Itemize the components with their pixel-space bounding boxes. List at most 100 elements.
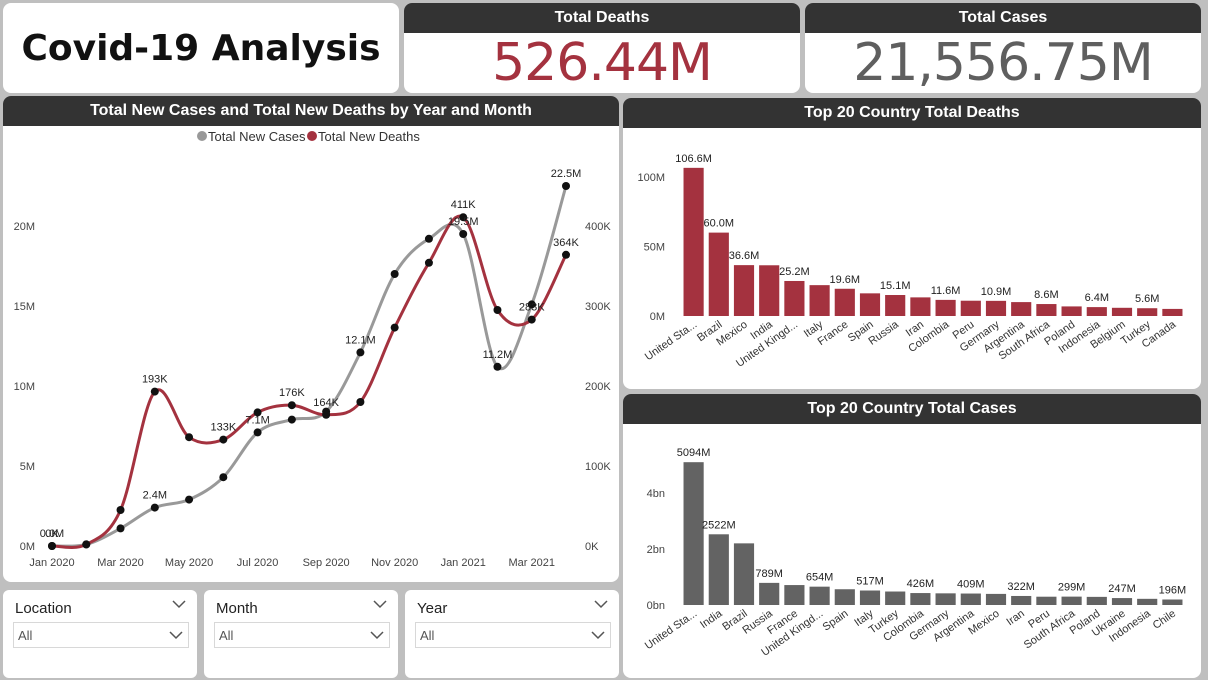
y-right-tick-label: 200K (585, 381, 611, 393)
data-point-deaths (527, 315, 536, 324)
cases-bar-data-label: 789M (755, 568, 783, 580)
legend-label-0: Total New Cases (208, 129, 306, 144)
cases-y-tick-label: 0bn (647, 600, 665, 612)
cases-bar (708, 534, 729, 605)
y-right-tick-label: 0K (585, 541, 599, 553)
y-left-tick-label: 15M (14, 301, 35, 313)
slicer-year-label: Year (417, 600, 448, 617)
data-point-cases (356, 348, 365, 357)
data-point-cases (150, 503, 159, 512)
chevron-down-icon[interactable] (593, 598, 609, 610)
cases-bar (885, 591, 906, 605)
deaths-bar (733, 265, 755, 316)
x-tick-label: Mar 2021 (508, 557, 554, 569)
data-point-deaths (356, 398, 365, 406)
chevron-down-icon (591, 631, 605, 640)
y-right-tick-label: 300K (585, 301, 611, 313)
kpi-cases-value: 21,556.75M (853, 33, 1154, 93)
kpi-card-total-cases[interactable]: Total Cases 21,556.75M (805, 3, 1201, 93)
deaths-bar (759, 265, 780, 316)
line-chart[interactable]: Total New Cases Total New Deaths 0M 5M 10M 15… (3, 126, 619, 582)
cases-bar-data-label: 409M (957, 579, 985, 591)
dashboard-title: Covid-19 Analysis (21, 27, 381, 69)
cases-bar-chart-card[interactable]: Top 20 Country Total Cases 0bn 2bn 4bn 5094… (623, 394, 1201, 678)
cases-bar-data-label: 247M (1108, 583, 1136, 595)
y-left-tick-label: 0M (20, 541, 35, 553)
deaths-bar (1036, 304, 1057, 316)
data-point-cases (185, 495, 194, 504)
deaths-bar (834, 288, 855, 316)
cases-bar (759, 582, 780, 605)
cases-bar-data-label: 2522M (702, 519, 736, 531)
x-tick-label: May 2020 (165, 557, 213, 569)
cases-category-label: Iran (1004, 608, 1026, 629)
cases-bar-data-label: 654M (806, 572, 834, 584)
line-chart-card[interactable]: Total New Cases and Total New Deaths by … (3, 96, 619, 582)
line-chart-title: Total New Cases and Total New Deaths by … (3, 96, 619, 126)
data-point-deaths (219, 435, 228, 444)
slicer-month[interactable]: Month All (204, 590, 398, 678)
data-point-cases (562, 182, 570, 190)
y-right-tick-label: 100K (585, 461, 611, 473)
data-label-cases: 0.0M (40, 528, 64, 540)
deaths-category-label: United Sta... (643, 319, 699, 364)
data-point-deaths (493, 306, 502, 314)
x-tick-label: Mar 2020 (97, 557, 143, 569)
x-tick-label: Jan 2020 (29, 557, 74, 569)
deaths-bar (985, 300, 1007, 316)
deaths-bar-data-label: 15.1M (880, 280, 911, 292)
deaths-bar (910, 297, 931, 316)
kpi-deaths-value: 526.44M (492, 33, 713, 93)
x-tick-label: Nov 2020 (371, 557, 418, 569)
data-point-cases (116, 524, 125, 533)
deaths-bar (809, 285, 830, 316)
data-point-cases (253, 428, 262, 437)
slicer-month-dropdown[interactable]: All (214, 622, 390, 648)
kpi-card-total-deaths[interactable]: Total Deaths 526.44M (404, 3, 800, 93)
cases-bar (1137, 598, 1158, 605)
slicer-location-dropdown[interactable]: All (13, 622, 189, 648)
title-card: Covid-19 Analysis (3, 3, 399, 93)
deaths-bar (1162, 308, 1183, 316)
deaths-bar-chart-card[interactable]: Top 20 Country Total Deaths 0M 50M 100M 106… (623, 98, 1201, 389)
legend-label-1: Total New Deaths (318, 129, 420, 144)
series-line-cases (51, 185, 568, 548)
chevron-down-icon[interactable] (372, 598, 388, 610)
slicer-year[interactable]: Year All (405, 590, 619, 678)
series-line-deaths (51, 214, 568, 549)
deaths-bar-data-label: 25.2M (779, 266, 810, 278)
deaths-bar-data-label: 11.6M (931, 285, 961, 297)
deaths-bar (960, 300, 981, 316)
cases-bar (1162, 599, 1183, 605)
slicer-year-dropdown[interactable]: All (415, 622, 611, 648)
data-point-cases (527, 300, 536, 309)
y-right-tick-label: 400K (585, 221, 611, 233)
cases-bar (1111, 598, 1133, 605)
deaths-bar-data-label: 60.0M (704, 218, 735, 230)
slicer-month-value: All (219, 628, 234, 643)
cases-category-label: India (698, 607, 725, 631)
deaths-bar-data-label: 19.6M (830, 274, 861, 286)
data-point-cases (459, 230, 468, 238)
y-left-tick-label: 10M (14, 381, 35, 393)
data-label-cases: 2.4M (143, 490, 167, 502)
deaths-y-tick-label: 50M (644, 242, 665, 254)
chevron-down-icon (169, 631, 183, 640)
deaths-y-tick-label: 100M (637, 172, 665, 184)
data-label-cases: 7.1M (245, 414, 269, 426)
cases-bar (1011, 595, 1032, 605)
slicer-location[interactable]: Location All (3, 590, 197, 678)
cases-bar (960, 593, 981, 605)
kpi-cases-label: Total Cases (805, 3, 1201, 33)
chevron-down-icon[interactable] (171, 598, 187, 610)
cases-bar (935, 593, 956, 605)
data-point-deaths (116, 506, 125, 514)
data-point-deaths (82, 540, 91, 549)
data-point-deaths (424, 258, 433, 267)
legend-marker-1 (307, 131, 317, 141)
data-point-cases (219, 473, 228, 482)
cases-bar (910, 593, 931, 605)
deaths-bar-data-label: 5.6M (1135, 293, 1159, 305)
